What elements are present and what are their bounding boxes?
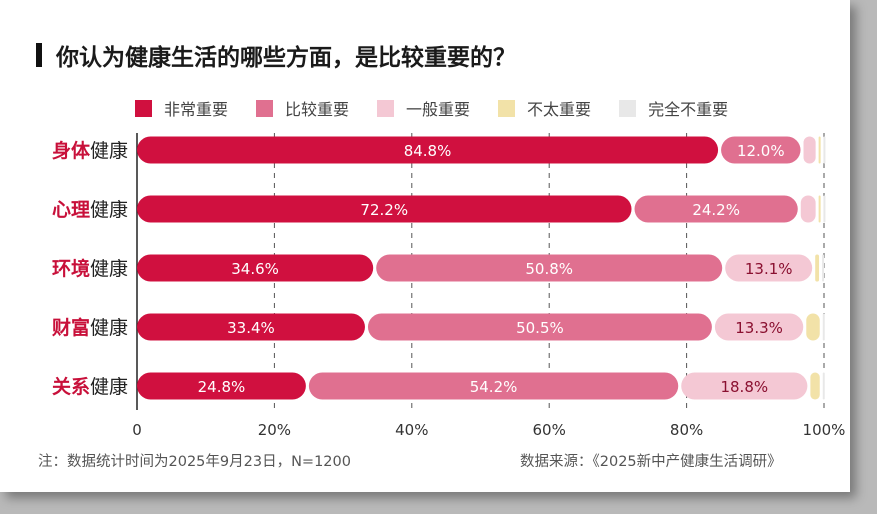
title-marker <box>36 43 42 67</box>
bar-segment <box>721 136 801 164</box>
bar-segment <box>822 372 825 400</box>
legend: 非常重要 比较重要 一般重要 不太重要 完全不重要 <box>135 96 756 120</box>
category-label: 心理健康 <box>52 199 128 221</box>
x-tick-label: 60% <box>533 421 566 439</box>
bar-segment <box>815 254 820 282</box>
title-text: 你认为健康生活的哪些方面，是比较重要的？ <box>56 45 516 71</box>
legend-swatch <box>619 99 637 117</box>
bar-segment <box>367 313 712 341</box>
legend-label: 完全不重要 <box>648 100 729 119</box>
legend-label: 一般重要 <box>406 100 471 119</box>
data-label: 50.5% <box>516 319 564 337</box>
bar-segment <box>810 372 820 400</box>
data-label: 54.2% <box>470 378 518 396</box>
x-tick-label: 20% <box>258 421 291 439</box>
bar-segment <box>725 254 813 282</box>
legend-item: 非常重要 <box>135 96 228 120</box>
bar-segment <box>681 372 808 400</box>
category-label: 财富健康 <box>52 316 128 339</box>
category-label: 环境健康 <box>52 257 128 280</box>
footer-source: 数据来源：《2025新中产健康生活调研》 <box>520 454 782 470</box>
data-label: 12.0% <box>737 142 785 160</box>
bar-segment <box>137 372 306 400</box>
bar-segment <box>800 195 816 223</box>
data-label: 24.8% <box>198 378 246 396</box>
legend-swatch <box>498 99 516 117</box>
data-label: 13.3% <box>735 319 783 337</box>
bar-segment <box>634 195 798 223</box>
x-tick-label: 100% <box>803 421 846 439</box>
data-label: 18.8% <box>720 378 768 396</box>
bar-segment <box>803 136 816 164</box>
bar-segment <box>137 136 719 164</box>
bar-segment <box>137 254 374 282</box>
legend-label: 比较重要 <box>285 100 350 119</box>
data-label: 72.2% <box>360 201 408 219</box>
data-label: 84.8% <box>404 142 452 160</box>
category-label: 身体健康 <box>52 139 128 162</box>
legend-label: 不太重要 <box>527 100 592 119</box>
bar-segment <box>714 313 804 341</box>
data-label: 24.2% <box>692 201 740 219</box>
bar-segment <box>137 195 632 223</box>
bar-segment <box>137 313 365 341</box>
bar-segment <box>376 254 723 282</box>
bar-segment <box>308 372 679 400</box>
footer-note: 注：数据统计时间为2025年9月23日，N=1200 <box>38 454 351 470</box>
legend-swatch <box>377 99 395 117</box>
legend-swatch <box>135 99 152 117</box>
bar-segment <box>806 313 820 341</box>
x-tick-label: 40% <box>395 421 428 439</box>
data-label: 34.6% <box>231 260 279 278</box>
bar-segment <box>823 195 826 223</box>
bar-segment <box>823 136 826 164</box>
data-label: 33.4% <box>227 319 275 337</box>
x-tick-label: 0 <box>132 421 142 439</box>
legend-item: 不太重要 <box>498 96 591 120</box>
bar-segment <box>822 313 825 341</box>
data-label: 13.1% <box>745 260 793 278</box>
legend-item: 比较重要 <box>256 96 349 120</box>
bar-segment <box>818 136 821 164</box>
category-label: 关系健康 <box>52 375 128 398</box>
bar-segment <box>818 195 821 223</box>
legend-label: 非常重要 <box>164 100 229 119</box>
data-label: 50.8% <box>525 260 573 278</box>
bar-segment <box>822 254 825 282</box>
chart-card: 你认为健康生活的哪些方面，是比较重要的？ 非常重要 比较重要 一般重要 不太重要 完全不… <box>0 0 850 492</box>
legend-item: 完全不重要 <box>619 96 728 120</box>
chart-title: 你认为健康生活的哪些方面，是比较重要的？ <box>36 38 516 72</box>
legend-item: 一般重要 <box>377 96 470 120</box>
x-tick-label: 80% <box>670 421 703 439</box>
legend-swatch <box>256 99 274 117</box>
